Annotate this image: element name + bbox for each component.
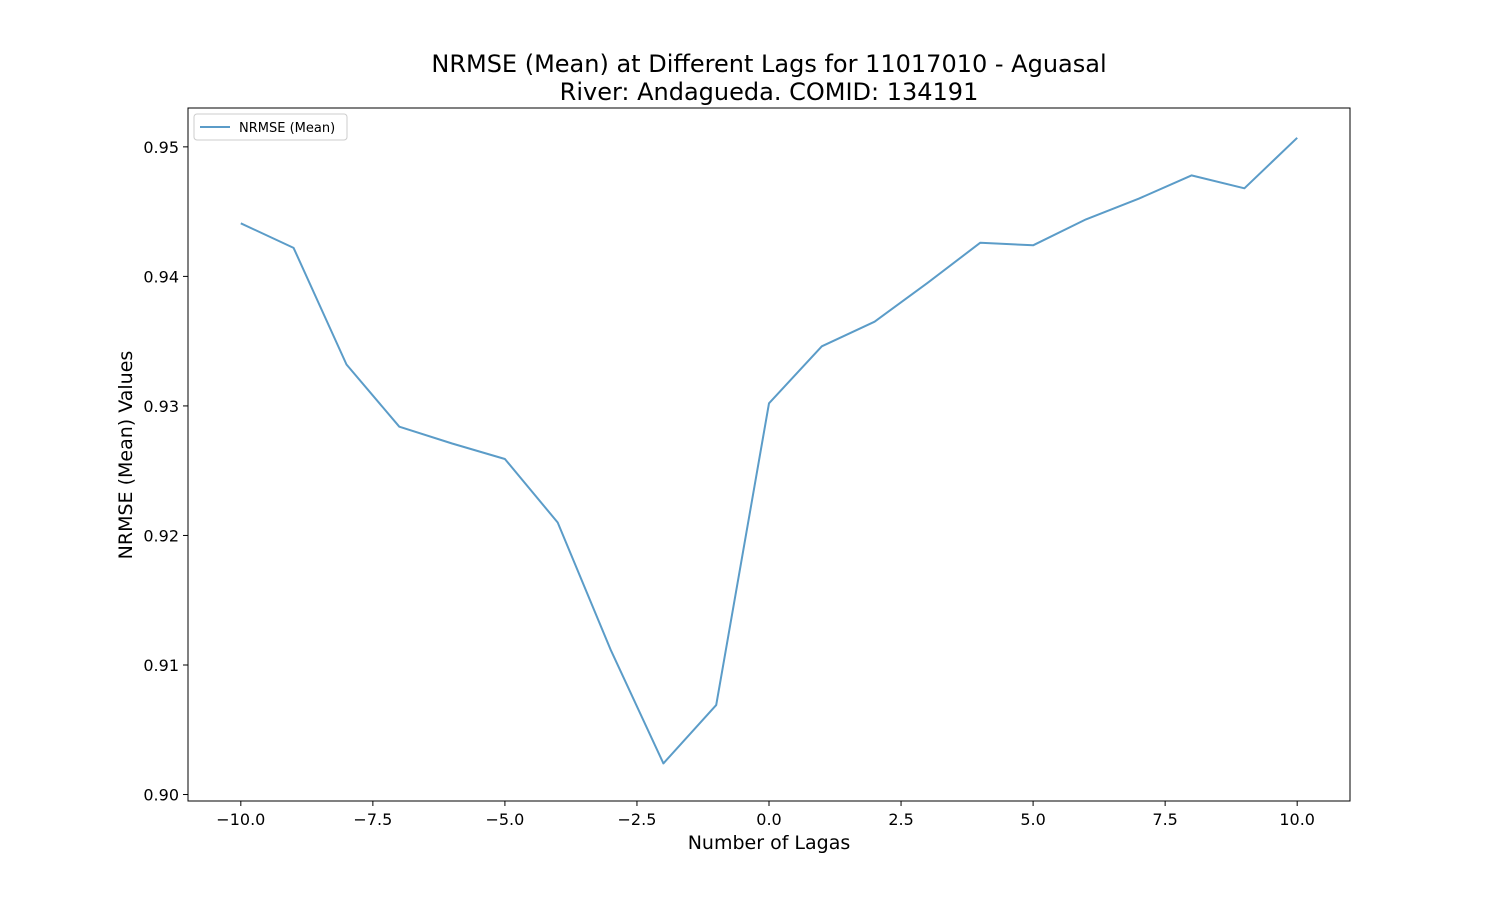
x-tick-label: −7.5 bbox=[353, 810, 392, 829]
x-tick-label: −5.0 bbox=[485, 810, 524, 829]
y-tick-label: 0.93 bbox=[143, 397, 179, 416]
plot-frame bbox=[187, 107, 1351, 802]
y-tick-label: 0.90 bbox=[143, 786, 179, 805]
series-layer bbox=[240, 137, 1298, 765]
x-tick-label: −10.0 bbox=[216, 810, 265, 829]
y-tick-label: 0.95 bbox=[143, 138, 179, 157]
x-tick-label: −2.5 bbox=[618, 810, 657, 829]
x-tick-label: 7.5 bbox=[1152, 810, 1177, 829]
legend-entry-label: NRMSE (Mean) bbox=[239, 121, 335, 136]
chart-subtitle: River: Andagueda. COMID: 134191 bbox=[560, 78, 979, 106]
legend: NRMSE (Mean) bbox=[193, 113, 348, 141]
x-tick-label: 10.0 bbox=[1279, 810, 1315, 829]
chart-title: NRMSE (Mean) at Different Lags for 11017… bbox=[431, 50, 1106, 78]
x-tick-label: 2.5 bbox=[888, 810, 913, 829]
series-line-nrmse-mean bbox=[240, 137, 1298, 765]
y-axis-label: NRMSE (Mean) Values bbox=[115, 351, 137, 560]
legend-box bbox=[193, 113, 348, 141]
y-tick-label: 0.92 bbox=[143, 526, 179, 545]
x-axis-ticks: −10.0 −7.5 −5.0 −2.5 0.0 2.5 5.0 7.5 10.0 bbox=[216, 801, 1315, 829]
plot-area bbox=[187, 107, 1351, 802]
x-axis-label: Number of Lagas bbox=[688, 832, 851, 854]
x-tick-label: 5.0 bbox=[1020, 810, 1045, 829]
x-tick-label: 0.0 bbox=[756, 810, 781, 829]
y-tick-label: 0.94 bbox=[143, 267, 179, 286]
y-axis-ticks: 0.90 0.91 0.92 0.93 0.94 0.95 bbox=[143, 138, 188, 805]
y-tick-label: 0.91 bbox=[143, 656, 179, 675]
